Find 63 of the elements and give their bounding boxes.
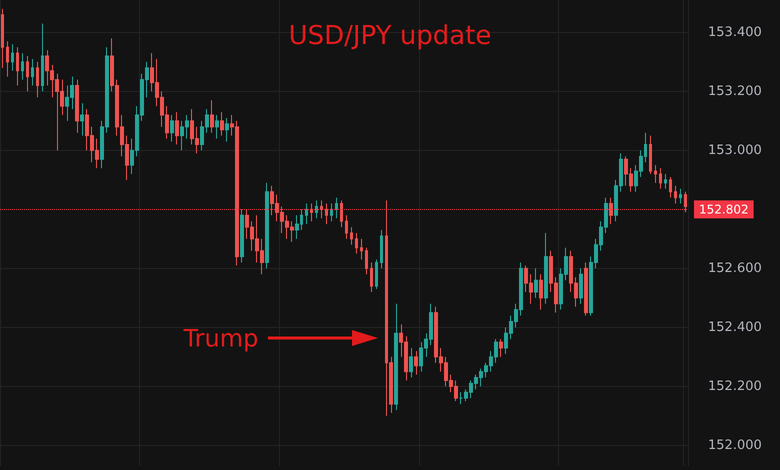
candlestick <box>26 56 29 92</box>
candlestick <box>684 191 687 213</box>
candlestick <box>75 79 79 134</box>
candlestick <box>375 259 378 290</box>
y-tick-label: 152.400 <box>708 320 762 335</box>
candlestick <box>654 164 657 184</box>
candlestick <box>499 338 503 358</box>
candlestick <box>6 40 9 78</box>
candlestick <box>215 114 219 140</box>
candlestick <box>21 52 24 80</box>
candlestick <box>579 268 583 304</box>
candlestick <box>220 112 224 136</box>
candlestick <box>225 117 229 142</box>
candlestick <box>80 102 84 136</box>
candlestick <box>36 61 39 98</box>
candlestick <box>310 203 313 222</box>
candlestick <box>325 203 328 225</box>
y-tick-label: 152.200 <box>708 378 762 394</box>
y-tick-label: 153.400 <box>708 24 762 40</box>
candlestick <box>360 238 363 260</box>
y-tick-label: 152.000 <box>708 438 762 453</box>
candlestick <box>584 262 588 316</box>
candlestick <box>31 58 34 86</box>
candlestick <box>1 8 4 68</box>
candlestick <box>534 268 538 298</box>
y-tick-label: 153.200 <box>708 84 762 99</box>
candlestick <box>674 185 677 204</box>
candlestick <box>345 214 348 240</box>
candlestick <box>320 200 323 219</box>
candlestick <box>315 200 318 219</box>
candlestick <box>669 176 672 198</box>
candlestick <box>240 208 244 263</box>
candlestick <box>340 200 343 228</box>
candlestick <box>335 197 338 219</box>
ref-line-label: 152.802 <box>699 202 749 216</box>
candlestick <box>679 188 682 204</box>
candlestick <box>170 114 174 142</box>
candlestick <box>330 203 333 222</box>
candlestick <box>175 112 179 146</box>
candlestick <box>414 350 418 376</box>
candlestick <box>409 348 413 378</box>
candlestick <box>16 46 19 86</box>
candlestick <box>649 135 652 175</box>
candlestick <box>664 174 667 190</box>
candlestick <box>539 274 543 310</box>
candlestick <box>370 262 373 292</box>
candlestick <box>544 232 548 304</box>
candlestick <box>659 168 662 190</box>
candlestick <box>41 23 44 92</box>
candlestick <box>305 203 308 225</box>
candlestick <box>394 303 398 410</box>
candlestick <box>11 44 14 72</box>
candlestick <box>380 230 383 269</box>
candlestick <box>350 226 353 246</box>
annotation: Trump <box>182 324 258 352</box>
candlestick <box>365 247 368 275</box>
candlestick <box>265 182 269 269</box>
candlestick <box>210 100 214 134</box>
y-tick-label: 152.600 <box>708 260 762 276</box>
text: USD/JPY update <box>288 21 492 51</box>
candlestick <box>609 197 613 225</box>
candlestick <box>355 232 358 254</box>
y-tick-label: 153.000 <box>708 142 762 158</box>
